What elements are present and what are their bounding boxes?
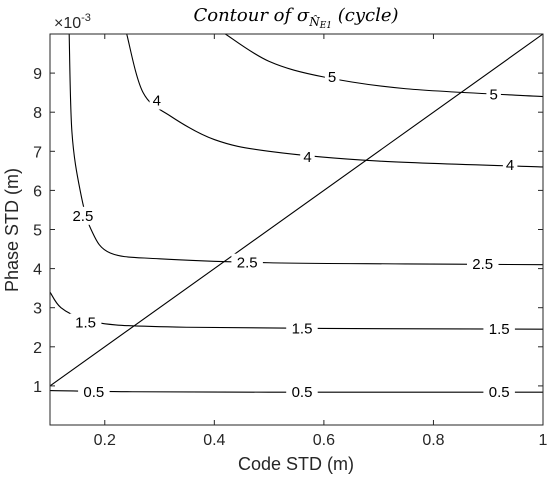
contour-label-mask	[231, 253, 263, 272]
contour-label-mask	[286, 383, 318, 402]
x-tick-label: 0.2	[94, 432, 116, 449]
title-prefix: Contour of	[193, 5, 296, 26]
y-tick-label: 9	[33, 66, 42, 83]
x-tick-label: 1	[539, 432, 548, 449]
title-subscript: N̂	[308, 14, 320, 29]
contour-label-5: 5	[490, 87, 498, 104]
y-tick-label: 5	[33, 223, 42, 240]
contour-label-0.5: 0.5	[489, 384, 510, 401]
contour-label-mask	[467, 254, 499, 273]
contour-label-2.5: 2.5	[472, 256, 493, 273]
contour-label-mask	[286, 319, 318, 338]
chart-title: Contour of σN̂E1 (cycle)	[193, 5, 398, 31]
y-axis-label: Phase STD (m)	[2, 168, 22, 292]
contour-label-2.5: 2.5	[72, 208, 93, 225]
contour-label-mask	[483, 320, 515, 339]
contour-label-mask	[69, 313, 102, 332]
contour-label-0.5: 0.5	[292, 384, 313, 401]
y-exponent-label: ×10-3	[54, 12, 91, 32]
y-tick-label: 7	[33, 144, 42, 161]
contour-label-1.5: 1.5	[489, 321, 510, 338]
x-tick-label: 0.6	[313, 432, 335, 449]
contour-line-1.5	[50, 291, 543, 330]
title-subscript-suffix: E1	[319, 21, 332, 31]
title-suffix: (cycle)	[332, 5, 399, 26]
x-axis-label: Code STD (m)	[238, 454, 354, 474]
x-tick-label: 0.4	[203, 432, 225, 449]
contour-lines	[50, 34, 543, 393]
contour-label-mask	[300, 148, 315, 167]
contour-label-mask	[324, 68, 340, 86]
contour-label-mask	[486, 85, 501, 104]
contour-label-4: 4	[506, 157, 514, 174]
contour-label-mask	[78, 383, 110, 402]
y-axis-ticks: 1 2 3 4 5 6 7 8 9	[33, 66, 543, 396]
y-tick-label: 8	[33, 105, 42, 122]
contour-label-1.5: 1.5	[292, 320, 313, 337]
reference-diagonal-line	[50, 34, 543, 387]
title-sigma: σ	[297, 5, 310, 26]
x-tick-label: 0.8	[422, 432, 444, 449]
y-tick-label: 1	[33, 379, 42, 396]
x-axis-ticks: 0.2 0.4 0.6 0.8 1	[94, 34, 548, 449]
contour-label-mask	[149, 91, 165, 110]
contour-label-0.5: 0.5	[83, 384, 104, 401]
contour-label-mask	[483, 383, 515, 402]
contour-line-2.5	[68, 34, 543, 266]
contour-label-mask	[502, 156, 518, 174]
contour-line-4	[126, 34, 543, 168]
contour-label-5: 5	[328, 69, 336, 86]
contour-label-2.5: 2.5	[237, 255, 258, 272]
contour-label-1.5: 1.5	[75, 315, 96, 332]
y-tick-label: 2	[33, 340, 42, 357]
y-tick-label: 3	[33, 301, 42, 318]
y-tick-label: 4	[33, 262, 42, 279]
contour-label-4: 4	[153, 93, 161, 110]
contour-line-0.5	[50, 390, 543, 393]
y-tick-label: 6	[33, 183, 42, 200]
contour-label-mask	[67, 206, 99, 225]
contour-label-4: 4	[303, 149, 311, 166]
contour-labels: 0.5 0.5 0.5 1.5 1.5 1.5 2.5 2.5 2.5 4 4 4 5 5	[67, 68, 518, 402]
